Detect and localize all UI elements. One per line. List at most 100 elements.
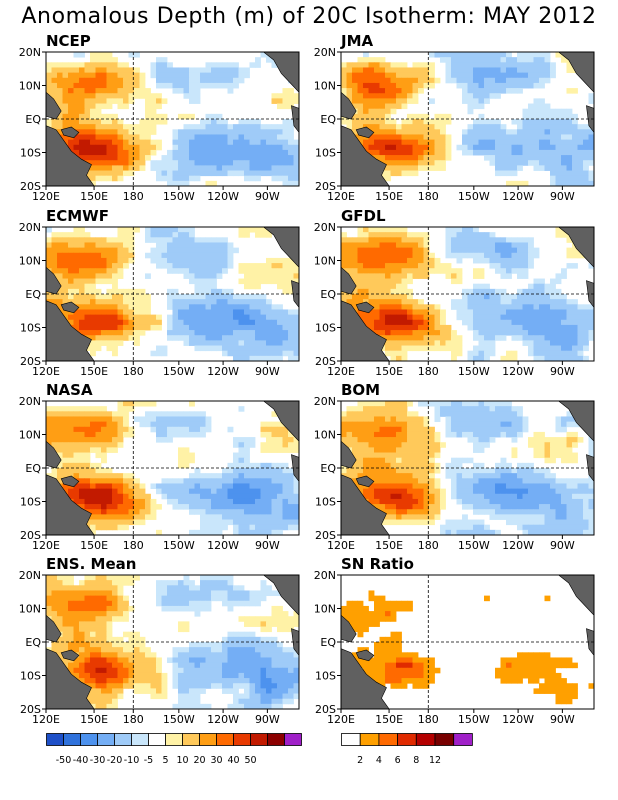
field-cell (412, 119, 419, 125)
field-cell (167, 82, 173, 89)
field-cell (506, 165, 512, 171)
field-cell (379, 57, 386, 63)
lat-label: 20N (19, 395, 41, 408)
field-cell (106, 77, 113, 84)
field-cell (128, 498, 135, 505)
field-cell (123, 160, 129, 166)
field-cell (390, 437, 397, 443)
field-cell (484, 72, 490, 79)
field-cell (106, 421, 113, 428)
field-cell (539, 437, 545, 443)
field-cell (467, 468, 474, 474)
field-cell (161, 488, 168, 495)
field-cell (555, 447, 562, 453)
field-cell (533, 437, 540, 443)
field-cell (271, 447, 278, 453)
field-cell (528, 324, 534, 331)
field-cell (506, 324, 512, 331)
field-cell (189, 124, 195, 130)
field-cell (139, 493, 146, 500)
field-cell (112, 62, 118, 68)
field-cell (90, 447, 96, 453)
field-cell (84, 294, 91, 300)
field-cell (260, 278, 267, 285)
field-cell (95, 478, 102, 484)
field-cell (423, 319, 430, 326)
field-cell (293, 478, 300, 484)
field-cell (277, 139, 283, 146)
field-cell (517, 431, 523, 438)
field-cell (467, 294, 474, 300)
field-cell (51, 93, 58, 99)
field-cell (117, 134, 124, 141)
field-cell (390, 134, 397, 141)
field-cell (51, 77, 58, 84)
field-cell (282, 263, 289, 269)
field-cell (390, 93, 397, 99)
field-cell (139, 129, 146, 135)
field-cell (374, 452, 380, 459)
field-cell (84, 437, 91, 443)
field-cell (379, 103, 386, 110)
field-cell (106, 57, 113, 63)
field-cell (117, 314, 124, 321)
field-cell (134, 304, 140, 310)
field-cell (249, 468, 256, 474)
field-cell (271, 62, 278, 68)
field-cell (271, 149, 278, 156)
field-cell (57, 416, 63, 423)
field-cell (550, 304, 556, 310)
field-cell (293, 268, 300, 274)
field-cell (396, 483, 402, 490)
field-cell (500, 355, 507, 362)
field-cell (385, 314, 391, 321)
field-cell (73, 406, 80, 412)
field-cell (555, 278, 562, 285)
field-cell (139, 82, 146, 89)
field-cell (357, 288, 364, 295)
field-cell (511, 294, 518, 300)
field-cell (244, 149, 250, 156)
field-cell (572, 345, 578, 352)
field-cell (412, 72, 419, 79)
field-cell (467, 309, 474, 316)
field-cell (467, 124, 474, 130)
field-cell (401, 62, 408, 68)
field-cell (561, 232, 567, 238)
field-cell (266, 304, 272, 310)
field-cell (511, 483, 518, 490)
field-cell (379, 426, 386, 433)
field-cell (352, 242, 358, 249)
field-cell (293, 504, 300, 510)
field-cell (544, 72, 551, 79)
field-cell (95, 88, 102, 94)
field-cell (178, 330, 184, 336)
field-cell (178, 88, 184, 94)
field-cell (566, 113, 573, 120)
field-cell (511, 309, 518, 316)
field-cell (533, 52, 540, 58)
field-cell (379, 119, 386, 125)
field-cell (566, 119, 573, 125)
field-cell (156, 247, 162, 254)
field-cell (288, 504, 294, 510)
field-cell (418, 473, 424, 479)
field-cell (357, 473, 364, 479)
field-cell (566, 180, 573, 187)
field-cell (255, 139, 261, 146)
field-cell (172, 478, 179, 484)
field-cell (266, 139, 272, 146)
field-cell (478, 319, 485, 326)
field-cell (62, 452, 69, 459)
field-cell (368, 483, 375, 490)
field-cell (222, 72, 228, 79)
field-cell (401, 263, 408, 269)
field-cell (117, 309, 124, 316)
field-cell (517, 242, 523, 249)
field-cell (429, 139, 435, 146)
field-cell (429, 67, 435, 74)
field-cell (500, 421, 507, 428)
field-cell (528, 314, 534, 321)
field-cell (440, 488, 446, 495)
field-cell (183, 252, 190, 259)
